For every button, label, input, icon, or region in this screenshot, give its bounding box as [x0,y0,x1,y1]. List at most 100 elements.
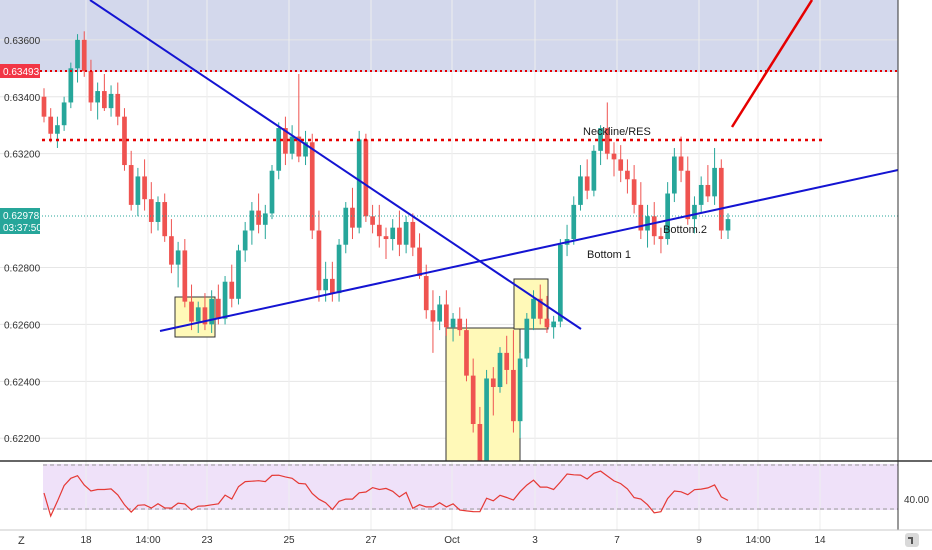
candle-body[interactable] [625,170,630,180]
candle-body[interactable] [249,210,255,231]
candle-body[interactable] [403,221,409,245]
candle-body[interactable] [175,250,181,265]
candle-body[interactable] [611,153,617,160]
candle-body[interactable] [417,247,422,277]
x-axis[interactable]: 18 14:00 23 25 27 Oct 3 7 9 14:00 14 [80,535,826,546]
candle-body[interactable] [665,193,670,240]
candle-body[interactable] [638,204,644,231]
candle-body[interactable] [450,318,456,328]
tradingview-logo-icon[interactable] [905,533,919,547]
candle-body[interactable] [725,219,731,231]
candle-body[interactable] [242,230,248,251]
candle-body[interactable] [195,307,201,322]
candle-body[interactable] [330,278,335,294]
candle-body[interactable] [558,244,563,322]
candle-body[interactable] [578,176,583,205]
z-icon[interactable]: Z [18,535,25,547]
candle-body[interactable] [571,204,577,240]
candle-body[interactable] [383,236,389,240]
candle-body[interactable] [162,202,168,237]
candle-body[interactable] [155,202,161,222]
candle-body[interactable] [698,184,704,205]
candle-body[interactable] [423,276,429,311]
candle-body[interactable] [88,71,94,103]
candle-body[interactable] [102,91,107,109]
candle-body[interactable] [142,176,147,200]
candle-body[interactable] [128,165,134,205]
candle-body[interactable] [182,250,188,302]
candle-body[interactable] [591,150,597,191]
candle-body[interactable] [236,250,241,299]
candle-body[interactable] [209,298,214,325]
candle-body[interactable] [336,244,342,294]
candle-body[interactable] [437,304,442,322]
candle-body[interactable] [122,116,127,166]
candle-body[interactable] [135,176,141,205]
candle-body[interactable] [718,167,724,231]
candle-body[interactable] [705,184,711,197]
candle-body[interactable] [631,179,637,205]
candle-body[interactable] [148,199,154,222]
candle-body[interactable] [81,39,87,72]
candle-body[interactable] [470,375,476,425]
candle-body[interactable] [222,281,228,319]
y-axis[interactable]: 0.63600 0.63400 0.63200 0.62800 0.62600 0.624… [4,36,41,445]
candle-body[interactable] [370,216,375,225]
candle-body[interactable] [95,91,100,103]
candle-body[interactable] [397,227,402,245]
candle-body[interactable] [115,93,121,117]
candle-body[interactable] [390,227,396,240]
candle-body[interactable] [430,310,436,322]
candle-body[interactable] [464,330,469,376]
candle-body[interactable] [61,102,67,126]
candle-body[interactable] [410,221,416,248]
candle-body[interactable] [41,96,47,117]
candle-body[interactable] [350,207,355,228]
candle-body[interactable] [343,207,349,245]
candle-body[interactable] [48,116,54,134]
candle-body[interactable] [296,136,302,157]
candle-body[interactable] [618,159,624,171]
candle-body[interactable] [75,39,80,69]
candle-body[interactable] [356,139,362,228]
candle-body[interactable] [262,213,268,225]
candle-body[interactable] [658,236,664,240]
candle-body[interactable] [645,216,650,231]
candle-body[interactable] [584,176,590,191]
candle-body[interactable] [202,307,208,325]
candle-body[interactable] [229,281,235,299]
candle-body[interactable] [169,236,174,265]
candle-body[interactable] [289,136,295,154]
candle-body[interactable] [444,304,449,328]
candle-body[interactable] [256,210,261,225]
candle-body[interactable] [511,369,516,422]
candle-body[interactable] [323,278,328,291]
candle-body[interactable] [309,142,315,231]
candle-body[interactable] [316,230,322,291]
candle-body[interactable] [537,298,543,319]
candle-body[interactable] [504,352,510,370]
candle-body[interactable] [303,142,308,157]
candle-body[interactable] [55,125,60,134]
candle-body[interactable] [477,424,483,461]
candle-body[interactable] [531,298,536,319]
candle-body[interactable] [551,321,556,328]
candle-body[interactable] [189,301,194,322]
candle-body[interactable] [497,352,503,388]
candle-body[interactable] [490,378,496,388]
candle-body[interactable] [544,318,550,328]
candle-body[interactable] [604,128,610,154]
candle-body[interactable] [712,167,717,197]
candle-body[interactable] [685,170,691,220]
candle-body[interactable] [68,68,74,103]
candle-body[interactable] [283,128,288,154]
candle-body[interactable] [517,358,523,422]
candle-body[interactable] [216,298,221,319]
candle-body[interactable] [276,128,282,171]
candle-body[interactable] [672,156,677,194]
candle-body[interactable] [269,170,275,214]
candle-body[interactable] [376,224,382,237]
candle-body[interactable] [524,318,530,359]
candle-body[interactable] [108,93,114,109]
